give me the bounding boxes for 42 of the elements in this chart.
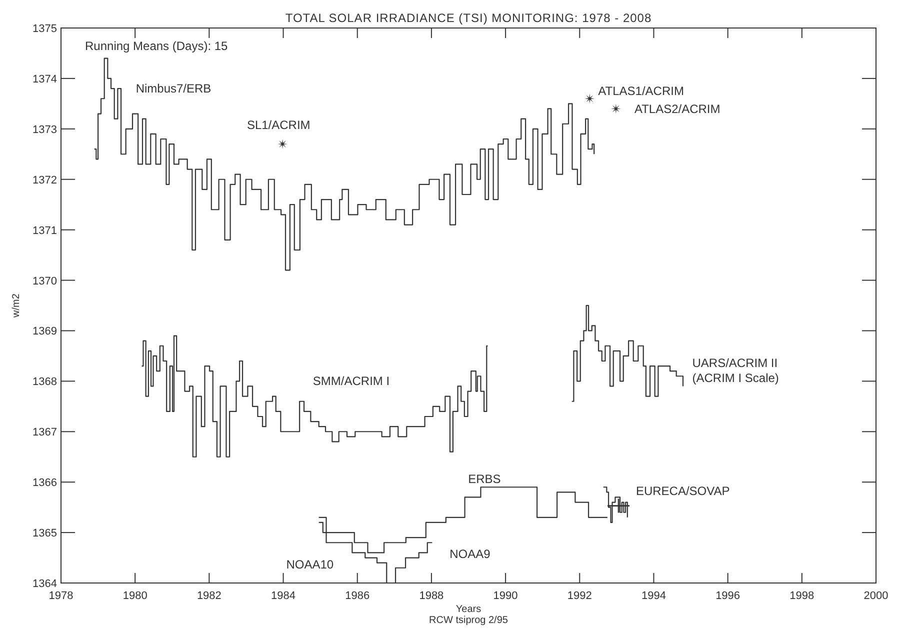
y-tick-label: 1371 [32,224,57,237]
annotation: Running Means (Days): 15 [85,39,228,53]
text: RCW tsiprog 2/95 [429,615,508,626]
y-axis-title: w/m2 [11,293,22,318]
y-tick-label: 1370 [32,275,57,288]
x-tick-label: 1986 [345,590,370,602]
series-label: SL1/ACRIM [246,118,310,132]
x-tick-label: 1982 [196,590,222,602]
y-tick-label: 1375 [32,23,57,35]
series-label: ATLAS1/ACRIM [598,84,684,98]
y-tick-label: 1374 [32,73,57,86]
y-tick-label: 1365 [32,528,57,540]
chart-title: TOTAL SOLAR IRRADIANCE (TSI) MONITORING: 1978 - 2008 [285,11,652,25]
series-label: EURECA/SOVAP [636,484,730,498]
y-tick-label: 1366 [32,477,57,490]
x-tick-label: 1988 [419,590,444,602]
y-tick-label: 1369 [32,326,57,338]
x-tick-label: 1978 [48,590,74,602]
point [610,104,621,114]
point [584,94,595,104]
series-label: ATLAS2/ACRIM [634,102,720,116]
series-label: NOAA9 [450,547,491,562]
y-tick-label: 1364 [32,578,57,590]
x-tick-label: 1980 [122,590,148,602]
x-tick-label: 1984 [271,590,296,602]
x-tick-label: 1998 [790,590,814,602]
x-tick-label: 1994 [641,590,666,602]
point [278,139,288,150]
y-tick-label: 1373 [32,124,57,136]
y-tick-label: 1367 [32,426,57,439]
series-label: UARS/ACRIM II (ACRIM I Scale) [692,356,779,386]
x-axis-title: Years [456,604,482,615]
x-tick-label: 1992 [567,590,592,602]
y-tick-label: 1372 [32,174,57,186]
x-tick-label: 2000 [864,590,888,602]
y-tick-label: 1368 [32,376,57,388]
x-tick-label: 1996 [716,590,740,602]
series-label: NOAA10 [286,557,334,572]
series-label: Nimbus7/ERB [136,82,212,96]
x-tick-label: 1990 [493,590,518,602]
series-label: ERBS [468,472,501,486]
series-label: SMM/ACRIM I [312,374,390,388]
